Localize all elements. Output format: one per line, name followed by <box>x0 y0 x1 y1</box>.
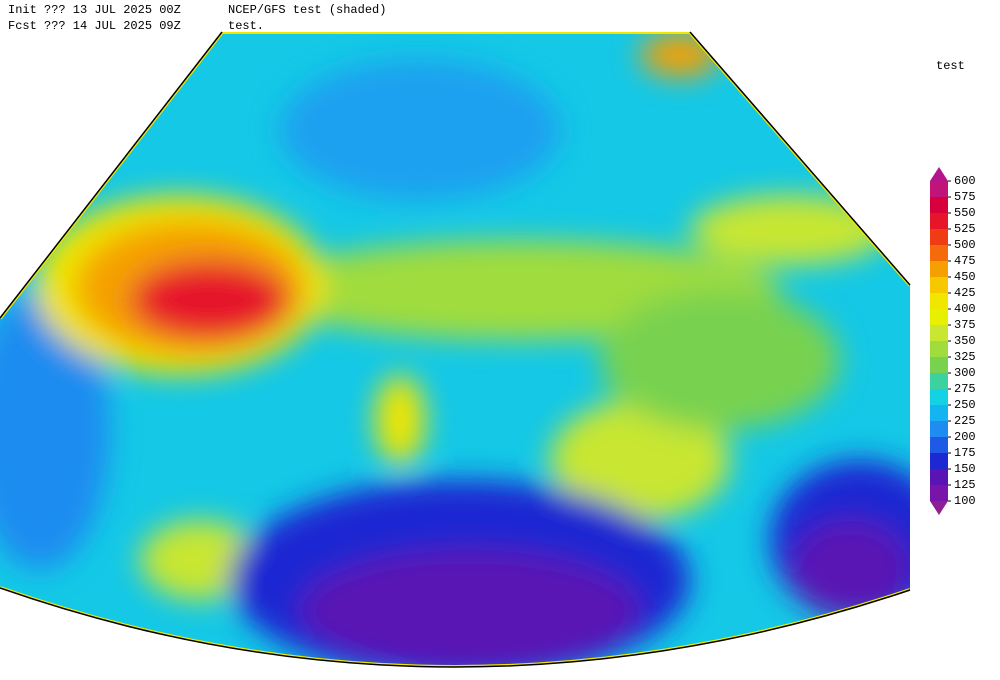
colorbar-arrow <box>930 501 948 515</box>
colorbar-box <box>930 405 948 421</box>
blob <box>0 290 110 570</box>
blob <box>600 290 840 430</box>
colorbar-label: 475 <box>954 254 976 268</box>
colorbar-box <box>930 261 948 277</box>
colorbar-box <box>930 229 948 245</box>
colorbar-label: 125 <box>954 478 976 492</box>
colorbar-label: 350 <box>954 334 976 348</box>
colorbar-label: 250 <box>954 398 976 412</box>
colorbar-label: 100 <box>954 494 976 508</box>
colorbar-box <box>930 197 948 213</box>
colorbar-label: 550 <box>954 206 976 220</box>
blob <box>375 375 425 465</box>
colorbar-label: 600 <box>954 174 976 188</box>
blob <box>300 550 640 668</box>
colorbar-box <box>930 485 948 501</box>
colorbar-title: test <box>936 59 965 73</box>
colorbar-label: 575 <box>954 190 976 204</box>
colorbar-box <box>930 437 948 453</box>
colorbar-box <box>930 373 948 389</box>
colorbar-label: 375 <box>954 318 976 332</box>
colorbar-box <box>930 421 948 437</box>
colorbar-label: 225 <box>954 414 976 428</box>
colorbar-label: 425 <box>954 286 976 300</box>
colorbar-label: 400 <box>954 302 976 316</box>
colorbar-label: 500 <box>954 238 976 252</box>
map-border <box>0 31 911 668</box>
colorbar-label: 150 <box>954 462 976 476</box>
colorbar-label: 200 <box>954 430 976 444</box>
init-time: Init ??? 13 JUL 2025 00Z <box>8 3 181 17</box>
blob <box>280 60 560 200</box>
colorbar-label: 275 <box>954 382 976 396</box>
colorbar-box <box>930 469 948 485</box>
colorbar-box <box>930 213 948 229</box>
blob <box>130 260 290 340</box>
colorbar-label: 525 <box>954 222 976 236</box>
colorbar-label: 450 <box>954 270 976 284</box>
blob <box>690 195 890 265</box>
field-blobs <box>0 33 910 668</box>
colorbar-box <box>930 277 948 293</box>
colorbar-box <box>930 293 948 309</box>
field-label: test. <box>228 19 264 33</box>
colorbar-box <box>930 357 948 373</box>
colorbar-label: 175 <box>954 446 976 460</box>
colorbar-arrow <box>930 167 948 181</box>
blob <box>790 520 910 620</box>
colorbar-label: 300 <box>954 366 976 380</box>
colorbar-box <box>930 309 948 325</box>
colorbar-box <box>930 341 948 357</box>
colorbar-label: 325 <box>954 350 976 364</box>
model-label: NCEP/GFS test (shaded) <box>228 3 386 17</box>
forecast-time: Fcst ??? 14 JUL 2025 09Z <box>8 19 181 33</box>
colorbar-box <box>930 181 948 197</box>
blob <box>550 400 730 520</box>
colorbar-box <box>930 453 948 469</box>
colorbar-box <box>930 325 948 341</box>
colorbar-box <box>930 389 948 405</box>
colorbar-box <box>930 245 948 261</box>
